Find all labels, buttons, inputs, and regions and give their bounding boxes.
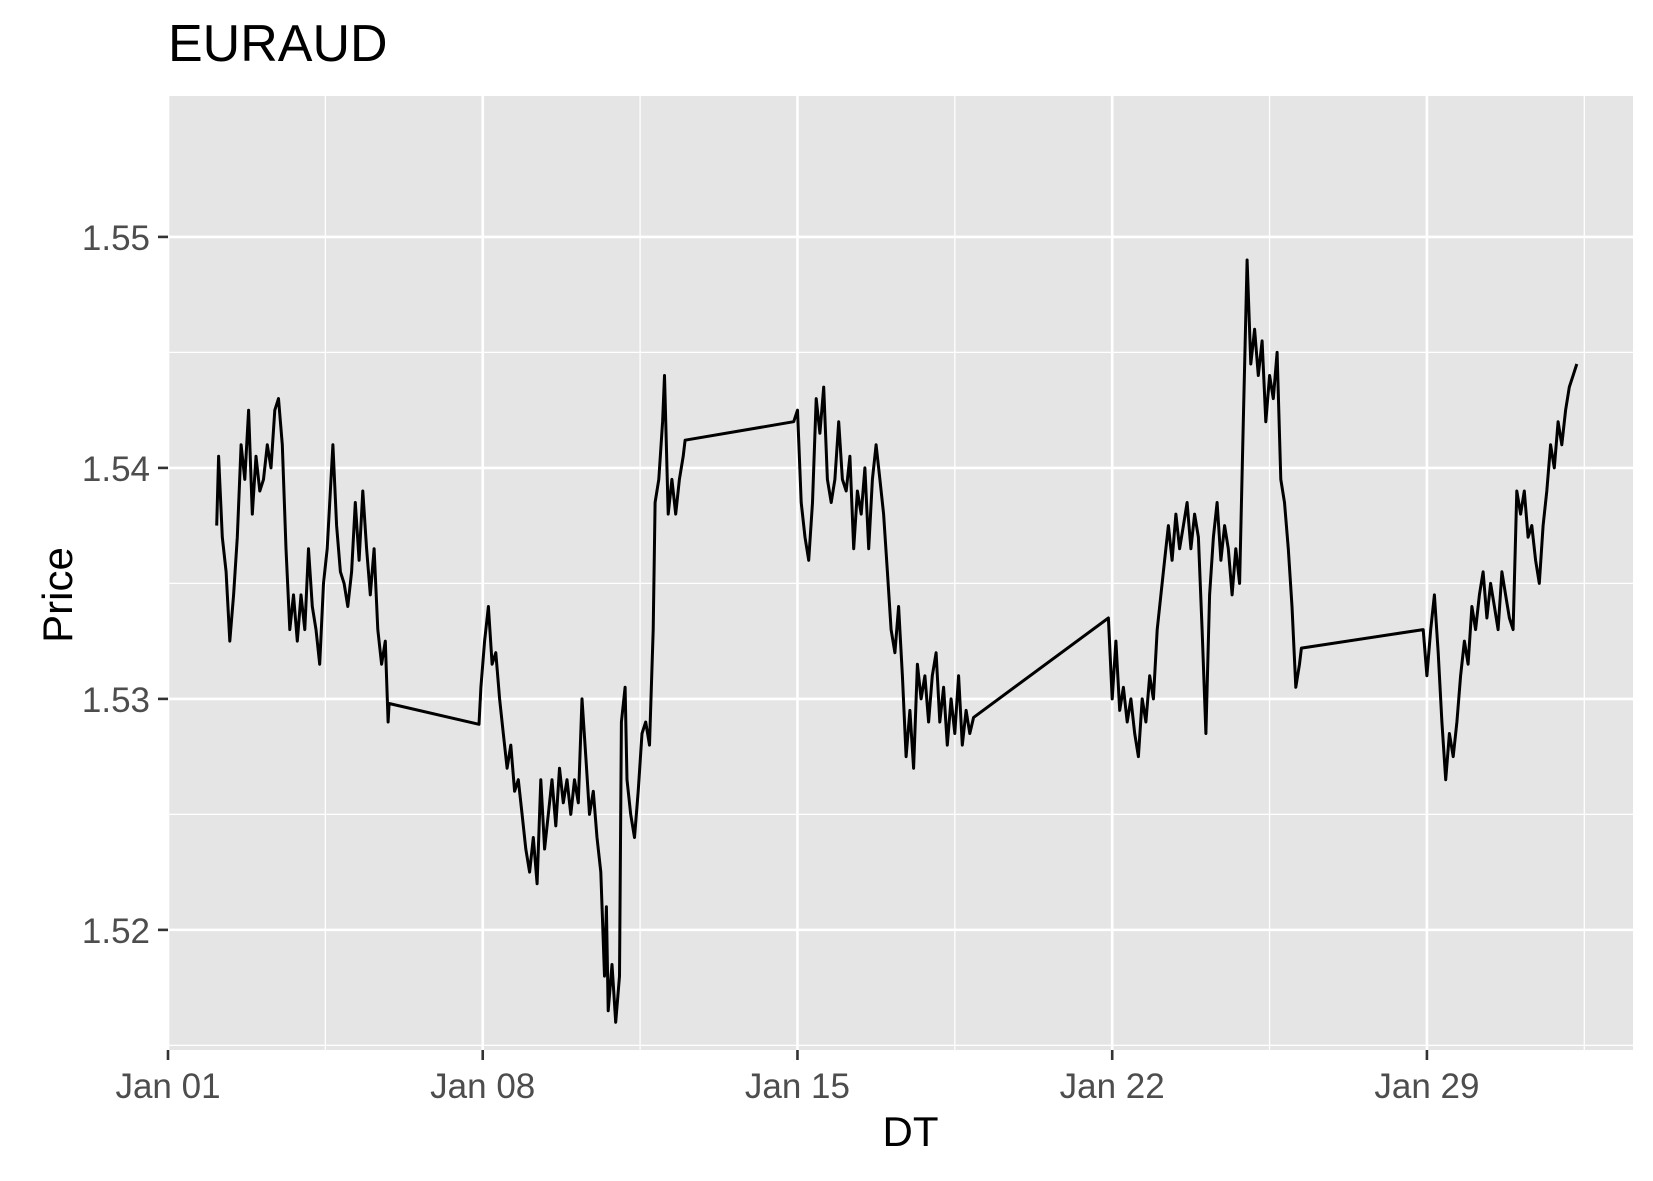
y-axis: 1.52 1.53 1.54 1.55 [82, 219, 168, 951]
chart-title: EURAUD [168, 15, 388, 73]
plot-panel [168, 96, 1633, 1050]
x-tick-label: Jan 08 [430, 1067, 535, 1106]
series-layer [215, 258, 1579, 1024]
x-axis: Jan 01 Jan 08 Jan 15 Jan 22 Jan 29 [115, 1050, 1479, 1106]
series-line [215, 258, 1579, 1024]
y-tick-label: 1.52 [82, 912, 150, 951]
y-tick-label: 1.55 [82, 219, 150, 258]
x-axis-label: DT [882, 1108, 939, 1155]
y-axis-label: Price [34, 547, 81, 643]
x-tick-label: Jan 22 [1060, 1067, 1165, 1106]
y-tick-label: 1.54 [82, 450, 150, 489]
y-tick-label: 1.53 [82, 681, 150, 720]
x-tick-label: Jan 15 [745, 1067, 850, 1106]
x-tick-label: Jan 29 [1374, 1067, 1479, 1106]
x-tick-label: Jan 01 [115, 1067, 220, 1106]
